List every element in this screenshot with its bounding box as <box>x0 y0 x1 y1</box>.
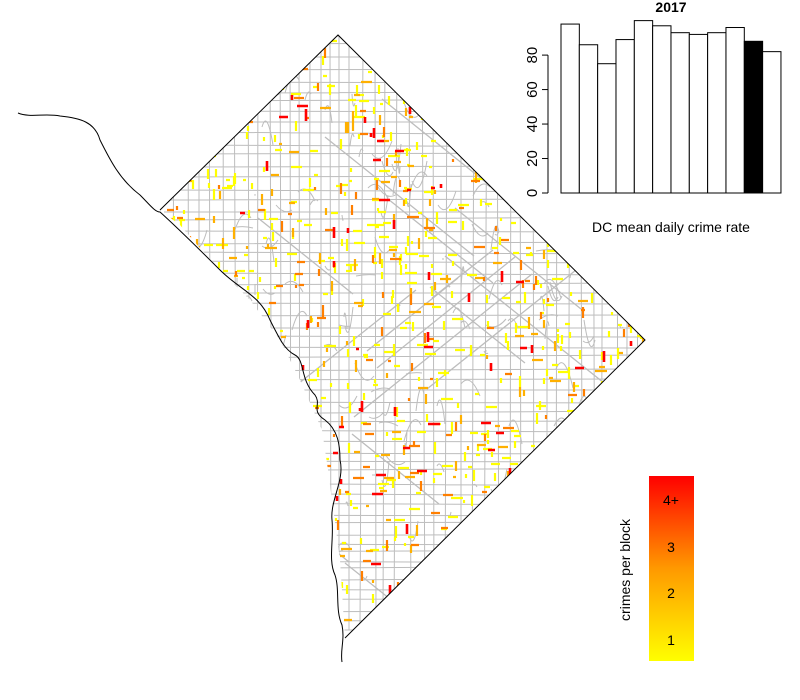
bar-group: Nov <box>560 20 782 194</box>
legend-label-3: 3 <box>667 539 675 555</box>
bar-feb <box>578 44 599 194</box>
legend-label-4plus: 4+ <box>663 492 679 508</box>
highlight-bar-label: Nov <box>746 123 763 150</box>
y-tick-label-40: 40 <box>524 116 541 133</box>
legend-title: crimes per block <box>617 518 633 621</box>
chart-title: 2017 <box>655 0 686 15</box>
y-tick-label-0: 0 <box>524 189 541 197</box>
y-tick-label-80: 80 <box>524 47 541 64</box>
potomac-river-line <box>17 112 344 663</box>
bar-aug <box>688 33 709 194</box>
bar-sep <box>707 32 727 194</box>
legend-color-bar <box>649 476 694 661</box>
bar-may <box>633 20 654 194</box>
y-tick-label-60: 60 <box>524 81 541 98</box>
bar-nov <box>743 40 764 194</box>
y-axis: 0 20 40 60 80 <box>524 47 549 197</box>
bar-jun <box>652 25 672 194</box>
bar-jul <box>670 32 690 194</box>
bar-oct <box>725 27 745 194</box>
legend-label-1: 1 <box>667 632 675 648</box>
dc-boundary <box>159 34 646 639</box>
y-tick-label-20: 20 <box>524 150 541 167</box>
bar-apr <box>615 39 635 194</box>
legend-label-2: 2 <box>667 585 675 601</box>
bar-mar <box>597 63 617 194</box>
bar-dec <box>762 51 782 194</box>
bar-jan <box>560 23 580 194</box>
chart-caption: DC mean daily crime rate <box>592 219 750 235</box>
